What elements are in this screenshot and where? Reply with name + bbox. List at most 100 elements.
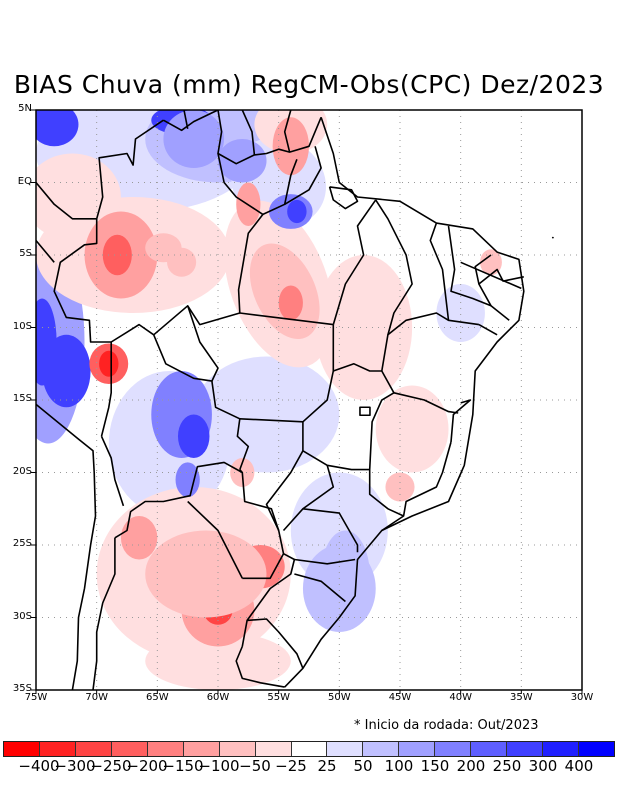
- lat-tick-label: 30S: [12, 610, 32, 622]
- border-line: [375, 199, 413, 336]
- colorbar-segment: [435, 742, 472, 756]
- border-line: [450, 399, 472, 443]
- colorbar-segment: [39, 742, 76, 756]
- border-line: [239, 324, 335, 423]
- border-line: [235, 646, 285, 688]
- colorbar-label: −25: [275, 757, 307, 775]
- lon-tick-label: 75W: [24, 692, 48, 703]
- colorbar-segment: [579, 742, 614, 756]
- colorbar: [3, 741, 615, 757]
- border-line: [478, 323, 498, 336]
- bias-contour-blob: [145, 233, 182, 263]
- bias-contour-blob: [315, 255, 413, 400]
- bias-contour-blob: [272, 117, 309, 176]
- border-line: [302, 363, 395, 471]
- bias-contour-blob: [36, 110, 79, 147]
- border-line: [265, 450, 304, 531]
- bias-contour-blob: [375, 385, 449, 473]
- border-line: [36, 181, 97, 220]
- colorbar-label: 400: [564, 757, 594, 775]
- colorbar-label: −150: [162, 757, 204, 775]
- border-line: [302, 508, 359, 553]
- border-line: [368, 469, 404, 517]
- border-line: [294, 558, 356, 565]
- bias-contour-blob: [278, 285, 303, 321]
- colorbar-segment: [75, 742, 112, 756]
- lat-tick-label: 15S: [12, 393, 32, 404]
- lat-tick-label: 10S: [12, 320, 32, 332]
- lat-tick-label: 20S: [12, 465, 32, 477]
- lon-tick-label: 45W: [388, 692, 412, 703]
- colorbar-segment: [543, 742, 579, 756]
- border-line: [381, 441, 452, 532]
- border-line: [53, 119, 164, 343]
- bias-contour-blob: [175, 462, 200, 498]
- border-line: [393, 392, 459, 414]
- lat-tick-label: 5S: [19, 248, 32, 259]
- border-line: [36, 239, 55, 263]
- border-line: [100, 435, 125, 507]
- bias-contour-blob: [145, 530, 267, 618]
- bias-contour-blob: [480, 249, 502, 276]
- border-line: [183, 110, 189, 129]
- colorbar-label: −200: [126, 757, 168, 775]
- border-line: [332, 199, 377, 325]
- colorbar-segment: [363, 742, 400, 756]
- colorbar-segment: [4, 742, 40, 756]
- colorbar-label: −100: [198, 757, 240, 775]
- colorbar-label: 50: [353, 757, 373, 775]
- border-line: [114, 461, 243, 539]
- border-line: [381, 312, 480, 372]
- axis-ticks: [31, 109, 583, 694]
- border-line: [328, 186, 359, 210]
- border-line: [284, 146, 322, 205]
- border-line: [217, 110, 322, 165]
- border-line: [92, 537, 116, 690]
- colorbar-segment: [255, 742, 292, 756]
- border-line: [239, 312, 334, 326]
- colorbar-segment: [147, 742, 184, 756]
- border-line: [239, 469, 296, 621]
- lat-tick-label: 25S: [12, 538, 32, 549]
- lon-tick-label: 35W: [510, 692, 533, 703]
- colorbar-label: −400: [18, 757, 60, 775]
- bias-contour-blob: [163, 110, 225, 168]
- border-line: [478, 268, 524, 307]
- colorbar-label: 25: [317, 757, 337, 775]
- country-state-borders: [36, 110, 592, 690]
- border-line: [163, 110, 219, 132]
- federal-district-border: [359, 406, 371, 417]
- bias-contour-blob: [177, 414, 210, 458]
- border-line: [242, 553, 285, 580]
- border-line: [187, 500, 244, 579]
- colorbar-segment: [291, 742, 328, 756]
- bias-field: [36, 110, 502, 690]
- colorbar-label: 300: [528, 757, 558, 775]
- colorbar-label: −50: [239, 757, 271, 775]
- bias-contour-blob: [385, 472, 415, 502]
- lat-tick-label: 5N: [18, 103, 32, 114]
- colorbar-label: −300: [54, 757, 96, 775]
- border-line: [36, 403, 97, 690]
- border-line: [186, 305, 219, 382]
- bias-contour-blob: [42, 334, 91, 408]
- colorbar-segment: [507, 742, 544, 756]
- colorbar-segment: [111, 742, 148, 756]
- colorbar-label: 200: [456, 757, 486, 775]
- colorbar-label: 250: [492, 757, 522, 775]
- bias-contour-blob: [120, 516, 158, 560]
- island-marker: [551, 236, 554, 239]
- colorbar-label: 150: [420, 757, 450, 775]
- border-line: [283, 110, 292, 153]
- border-line: [100, 323, 250, 470]
- bias-contour-blob: [102, 234, 132, 276]
- colorbar-segment: [183, 742, 220, 756]
- chart-title: BIAS Chuva (mm) RegCM-Obs(CPC) Dez/2023: [13, 70, 605, 99]
- lon-tick-label: 40W: [449, 692, 472, 703]
- bias-contour-blob: [321, 530, 370, 618]
- lon-tick-label: 65W: [146, 692, 169, 703]
- bias-contour-blob: [287, 199, 307, 224]
- island-marker: [590, 195, 592, 197]
- lon-tick-label: 60W: [206, 692, 230, 703]
